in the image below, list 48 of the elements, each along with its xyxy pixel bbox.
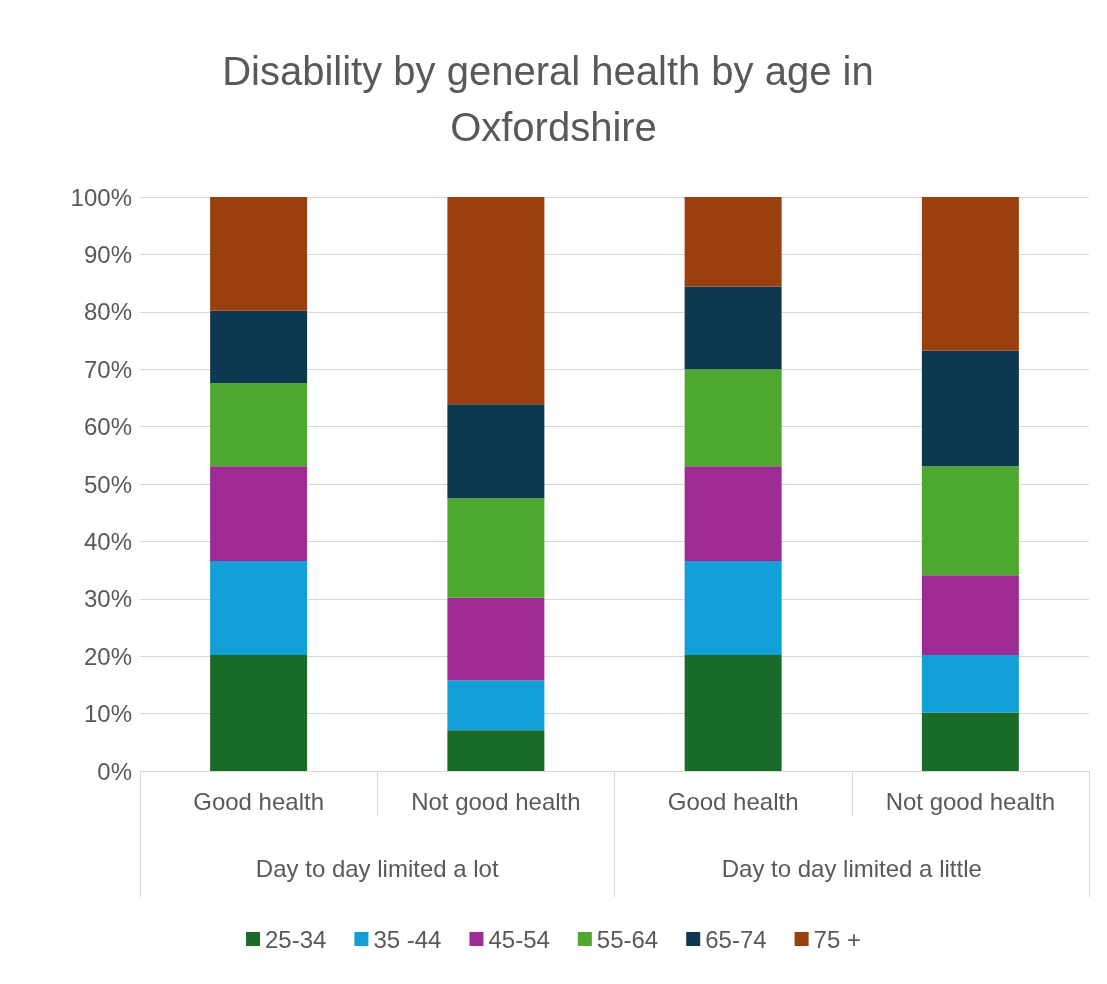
bar [210, 560, 308, 656]
bar [210, 466, 308, 561]
x-tick-label: Good health [193, 787, 325, 815]
y-tick-label: 60% [83, 413, 132, 441]
y-tick-label: 50% [83, 470, 132, 498]
legend-label: 75 + [813, 925, 861, 953]
y-tick-label: 30% [83, 585, 132, 613]
y-tick-label: 80% [83, 298, 132, 326]
bar [447, 197, 545, 405]
y-tick-label: 90% [83, 240, 132, 268]
legend-label: 55-64 [596, 925, 659, 953]
bar [684, 369, 782, 467]
bar [684, 655, 782, 771]
text: Day to day limited a lot [255, 854, 499, 882]
bar [921, 350, 1019, 467]
y-tick-label: 100% [70, 183, 132, 211]
legend-label: 25-34 [265, 925, 327, 953]
y-tick-label: 20% [83, 642, 132, 670]
bar [921, 197, 1019, 351]
bar [447, 680, 545, 731]
x-tick-label: Not good health [411, 787, 581, 815]
bar [684, 560, 782, 656]
bar [684, 466, 782, 561]
bar [921, 655, 1019, 713]
x-tick-label: Not good health [885, 787, 1056, 815]
bar [210, 197, 308, 311]
bar [684, 286, 782, 370]
y-tick-label: 70% [83, 355, 132, 383]
bar [684, 197, 782, 287]
y-tick-label: 40% [83, 527, 132, 555]
legend-label: 35 -44 [373, 925, 442, 953]
y-tick-label: 10% [83, 700, 132, 728]
bar [447, 404, 545, 499]
y-tick-label: 0% [97, 757, 132, 785]
bar [210, 310, 308, 383]
legend-label: 45-54 [488, 925, 550, 953]
bar [921, 712, 1019, 771]
text: Day to day limited a little [721, 854, 982, 882]
bar [210, 382, 308, 467]
x-tick-label: Good health [667, 787, 799, 815]
chart-title: Disability by general health by age in Oxfordshire [222, 49, 885, 149]
bar [447, 597, 545, 681]
legend-label: 65-74 [705, 925, 767, 953]
bar [210, 655, 308, 771]
bar [447, 498, 545, 598]
bar [447, 730, 545, 771]
bar [921, 575, 1019, 656]
bar [921, 466, 1019, 576]
